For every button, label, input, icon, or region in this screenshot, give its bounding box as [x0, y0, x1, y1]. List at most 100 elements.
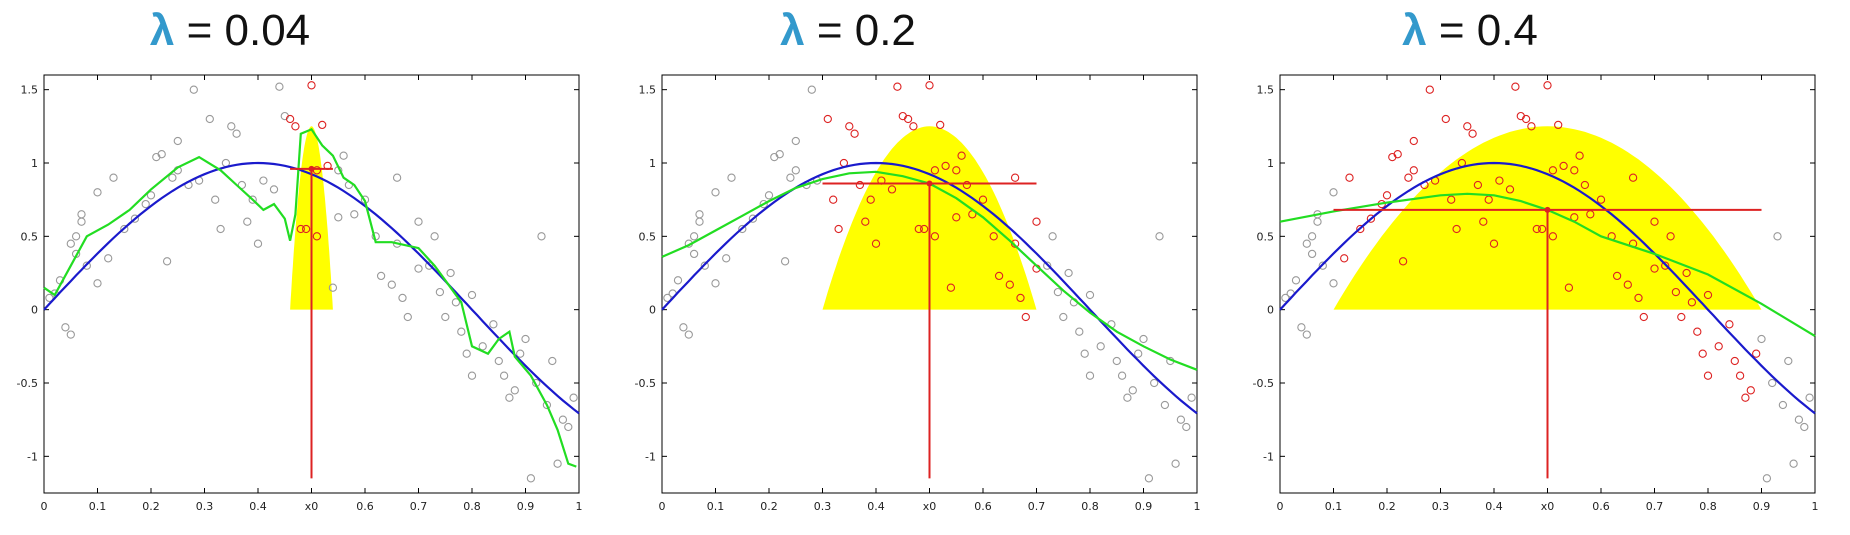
weighted-point [1468, 129, 1477, 138]
x-tick-label: 0.7 [410, 500, 428, 513]
x-tick-label: 0.3 [196, 500, 214, 513]
data-point [441, 312, 450, 322]
weighted-point [1366, 214, 1376, 223]
data-point [689, 232, 699, 241]
data-point [505, 393, 514, 402]
data-point [162, 257, 172, 266]
data-point [350, 210, 359, 219]
weighted-point [1021, 312, 1030, 322]
chart-title: λ = 0.4 [1170, 6, 1770, 56]
y-tick-label: 1.5 [21, 84, 39, 97]
data-point [425, 261, 434, 270]
weighted-point [1521, 114, 1531, 124]
weighted-point [1527, 122, 1536, 131]
lambda-value: = 0.2 [816, 6, 916, 55]
y-tick-label: 0.5 [21, 230, 39, 243]
fit-line [43, 127, 577, 468]
data-point [1313, 217, 1322, 226]
weighted-point [1650, 264, 1659, 273]
data-point [1112, 356, 1121, 366]
weighted-point [1741, 393, 1750, 402]
data-point [216, 224, 225, 234]
x-tick-label: 0.3 [1432, 500, 1450, 513]
data-point [807, 85, 816, 94]
weighted-point [1425, 85, 1434, 94]
data-point [1048, 232, 1057, 241]
data-point [334, 213, 343, 222]
data-point [66, 239, 75, 248]
chart-lambda-0-04: 0 0.1 0.2 0.3 0.4 x0 0.6 0.7 0.8 0.9 1 -1 -0.5 0 0.5 1 1… [17, 74, 583, 513]
data-point [1297, 323, 1306, 332]
data-point [542, 400, 552, 410]
weighted-point [1661, 261, 1670, 270]
data-point [1134, 349, 1143, 358]
y-tick-label: -0.5 [17, 377, 38, 390]
data-point [1080, 349, 1089, 358]
weighted-point [1714, 342, 1723, 351]
x-tick-label: 0.6 [356, 500, 374, 513]
y-tick-label: 0 [649, 304, 656, 317]
estimate-point [308, 165, 315, 172]
weighted-point [1511, 82, 1520, 91]
data-point [93, 188, 102, 197]
weighted-point [952, 166, 961, 175]
weighted-point [1398, 257, 1408, 266]
panel-lambda-0-2: λ = 0.2 0 0.1 0.2 0.3 0.4 x0 0.6 0.7 0.8 0.9 1 -1 -0… [618, 0, 1218, 535]
data-point [77, 217, 86, 226]
data-point [232, 129, 241, 138]
data-point [1757, 334, 1766, 344]
data-point [722, 254, 731, 263]
weighted-point [1666, 232, 1675, 241]
weighted-point [887, 185, 897, 194]
data-point [109, 173, 118, 182]
data-point [1139, 334, 1148, 344]
data-point [738, 224, 747, 234]
data-point [82, 261, 91, 270]
data-point [1281, 293, 1290, 303]
x-tick-label: 0.7 [1646, 500, 1664, 513]
weighted-point [1463, 122, 1472, 131]
weighted-point [1010, 173, 1020, 182]
weighted-point [850, 129, 859, 138]
weighted-point [1409, 136, 1418, 146]
data-point [695, 210, 704, 219]
data-point [269, 185, 279, 194]
weighted-point [1473, 180, 1483, 190]
data-point [61, 323, 70, 332]
weighted-point [307, 81, 316, 90]
y-tick-label: -0.5 [635, 377, 656, 390]
data-point [398, 293, 407, 303]
x-tick-label: 0.8 [463, 500, 481, 513]
weighted-point [1554, 120, 1563, 130]
weighted-point [1382, 191, 1392, 200]
data-point [462, 349, 471, 358]
weighted-point [914, 224, 923, 234]
data-point [1064, 268, 1073, 278]
weighted-point [312, 232, 322, 241]
data-point [120, 224, 129, 234]
weighted-point [1393, 150, 1402, 159]
data-point [1096, 342, 1105, 351]
weighted-point [1623, 280, 1632, 289]
weighted-point [871, 239, 881, 248]
data-point [684, 330, 693, 339]
data-point [689, 249, 699, 259]
data-point [1307, 232, 1317, 241]
weighted-point [893, 82, 902, 91]
weighted-point [1537, 224, 1547, 234]
data-point [748, 214, 758, 223]
data-point [93, 279, 102, 288]
data-point [1128, 386, 1137, 395]
weighted-point [903, 114, 913, 124]
data-point [1187, 393, 1196, 402]
weighted-point [1548, 166, 1558, 175]
x-tick-label: x0 [1541, 500, 1555, 513]
chart-title: λ = 0.2 [548, 6, 1148, 56]
data-point [130, 214, 140, 223]
weighted-point [1735, 371, 1745, 380]
x-tick-label: 0.8 [1699, 500, 1717, 513]
x-tick-label: 0.2 [142, 500, 160, 513]
data-point [537, 232, 546, 241]
data-point [569, 393, 578, 402]
data-point [786, 173, 795, 182]
